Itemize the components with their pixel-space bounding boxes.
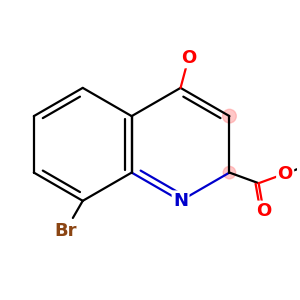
Text: O: O [256, 202, 271, 220]
Text: O: O [278, 165, 293, 183]
Text: O: O [181, 49, 196, 67]
Circle shape [223, 167, 236, 179]
Circle shape [223, 109, 236, 123]
Text: N: N [173, 192, 188, 210]
Text: Br: Br [54, 222, 76, 240]
